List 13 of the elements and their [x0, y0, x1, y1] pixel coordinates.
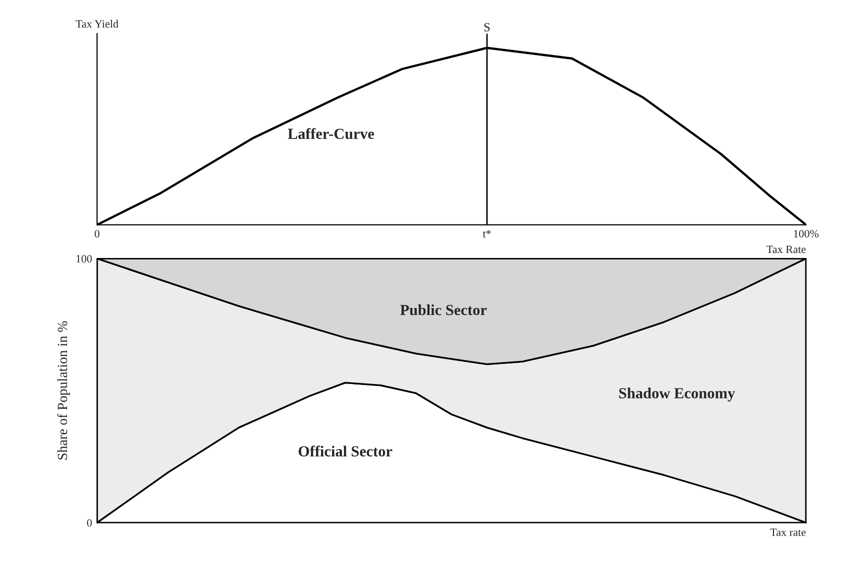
annotation: Laffer-Curve — [288, 128, 374, 139]
x-tick-label: 0 — [94, 230, 100, 238]
annotation: S — [484, 23, 490, 32]
y-axis-title: Share of Population in % — [57, 321, 70, 460]
x-axis-title: Tax Rate — [766, 246, 806, 254]
series-label: Public Sector — [400, 304, 487, 316]
series-label: Official Sector — [298, 446, 392, 456]
x-tick-label: 100% — [794, 230, 819, 238]
x-axis-title: Tax rate — [770, 528, 806, 536]
y-tick-label: 100 — [76, 254, 92, 262]
x-tick-label: t* — [482, 230, 491, 238]
y-axis-title: Tax Yield — [76, 20, 118, 28]
series-label: Shadow Economy — [619, 388, 735, 402]
